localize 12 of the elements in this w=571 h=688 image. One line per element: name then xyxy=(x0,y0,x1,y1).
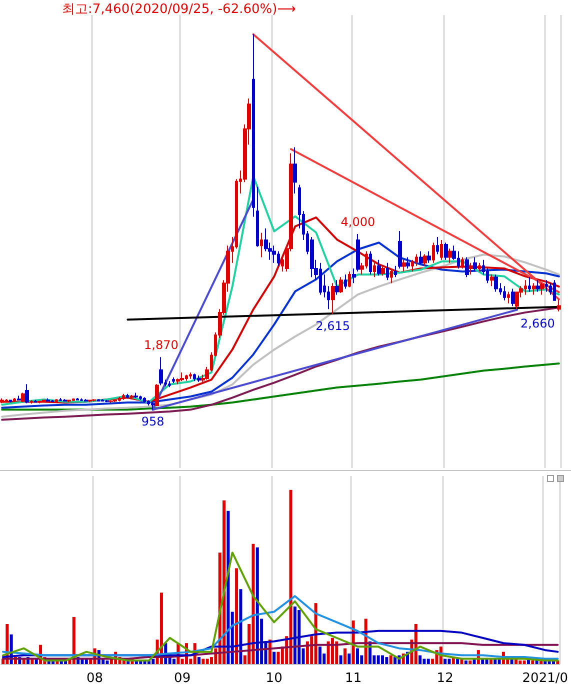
annotation: 958 xyxy=(141,414,164,429)
x-tick-label: 08 xyxy=(86,671,104,686)
x-tick-label: 12 xyxy=(436,671,454,686)
x-tick-label: 2021/0 xyxy=(522,671,568,686)
annotation: 2,660 xyxy=(520,316,555,330)
x-tick-label: 11 xyxy=(345,671,362,686)
x-tick-label: 10 xyxy=(266,671,282,686)
annotation: 1,870 xyxy=(144,338,178,352)
annotation: 2,615 xyxy=(316,318,350,333)
x-tick-label: 09 xyxy=(174,671,191,686)
annotation: 4,000 xyxy=(340,214,376,229)
text: 최고:7,460(2020/09/25, -62.60%)⟶ xyxy=(62,2,296,17)
